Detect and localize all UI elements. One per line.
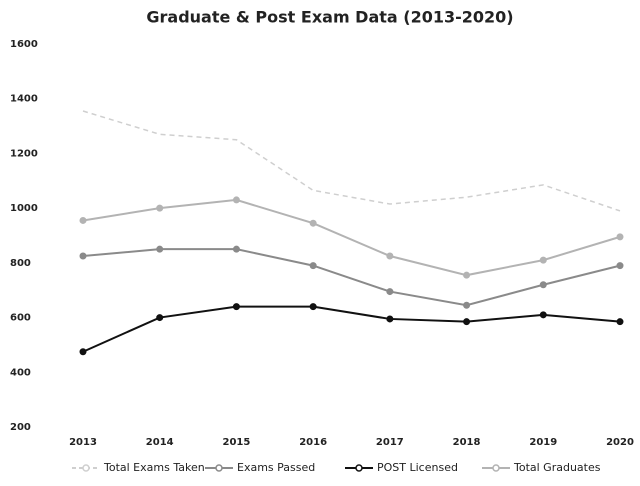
x-tick-label: 2014 — [146, 437, 174, 448]
y-tick-label: 200 — [10, 422, 31, 433]
series-line — [82, 305, 621, 353]
x-tick-label: 2018 — [453, 437, 481, 448]
point — [386, 315, 394, 323]
legend-label: Total Graduates — [513, 461, 601, 474]
point — [79, 348, 87, 356]
legend-label: Exams Passed — [237, 461, 315, 474]
point — [616, 233, 624, 241]
point — [232, 196, 240, 204]
legend-marker — [82, 464, 90, 472]
point — [156, 314, 164, 322]
y-tick-label: 1000 — [10, 203, 38, 214]
point — [79, 216, 87, 224]
point — [386, 252, 394, 260]
x-tick-label: 2013 — [69, 437, 97, 448]
point — [156, 245, 164, 253]
x-tick-label: 2015 — [223, 437, 251, 448]
x-tick-label: 2017 — [376, 437, 404, 448]
point — [463, 318, 471, 326]
point — [156, 204, 164, 212]
legend-marker — [355, 464, 363, 472]
point — [309, 303, 317, 311]
legend-label: POST Licensed — [377, 461, 458, 474]
x-tick-label: 2020 — [606, 437, 634, 448]
series-line — [82, 110, 621, 212]
y-tick-label: 400 — [10, 367, 31, 378]
y-tick-label: 1600 — [10, 39, 38, 50]
point — [616, 318, 624, 326]
y-tick-label: 800 — [10, 258, 31, 269]
point — [463, 301, 471, 309]
y-tick-label: 1200 — [10, 148, 38, 159]
legend-label: Total Exams Taken — [103, 461, 205, 474]
series-line — [82, 198, 621, 277]
point — [463, 271, 471, 279]
legend-marker — [492, 464, 500, 472]
point — [309, 219, 317, 227]
y-tick-label: 1400 — [10, 94, 38, 105]
chart-title: Graduate & Post Exam Data (2013-2020) — [146, 8, 513, 27]
point — [539, 256, 547, 264]
point — [232, 303, 240, 311]
y-tick-label: 600 — [10, 313, 31, 324]
point — [232, 245, 240, 253]
legend-marker — [215, 464, 223, 472]
x-tick-label: 2016 — [299, 437, 327, 448]
series-line — [82, 248, 621, 307]
point — [309, 262, 317, 270]
point — [79, 252, 87, 260]
point — [386, 288, 394, 296]
point — [539, 281, 547, 289]
point — [539, 311, 547, 319]
x-tick-label: 2019 — [529, 437, 557, 448]
point — [616, 262, 624, 270]
